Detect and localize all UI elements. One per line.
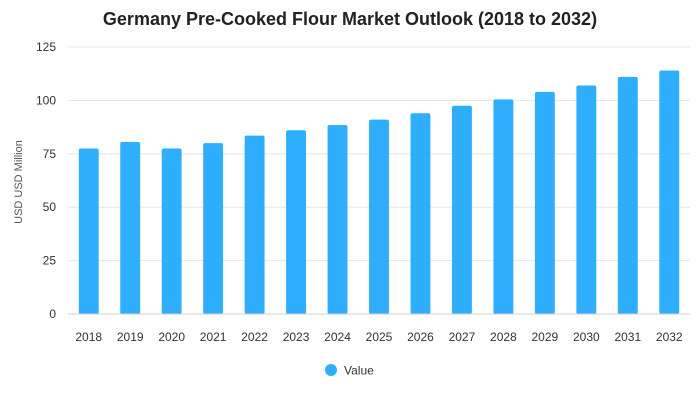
- y-tick-label: 75: [43, 147, 57, 161]
- x-tick-label: 2019: [117, 330, 144, 344]
- x-tick-label: 2032: [656, 330, 683, 344]
- legend: Value: [325, 364, 374, 378]
- x-axis-ticks: 2018 2019 2020 2021 2022 2023 2024 2025 2026 2027…: [75, 330, 683, 344]
- bar-2019: [120, 142, 141, 314]
- legend-label: Value: [344, 364, 374, 378]
- x-tick-label: 2018: [75, 330, 102, 344]
- bar-2021: [203, 143, 224, 314]
- bar-2022: [244, 135, 265, 314]
- x-tick-label: 2021: [200, 330, 227, 344]
- bar-2023: [286, 130, 307, 314]
- bar-2020: [161, 148, 182, 314]
- x-tick-label: 2029: [532, 330, 559, 344]
- bar-2024: [327, 124, 348, 315]
- y-tick-label: 25: [43, 254, 57, 268]
- x-tick-label: 2031: [614, 330, 641, 344]
- x-tick-label: 2024: [324, 330, 351, 344]
- y-tick-label: 50: [43, 200, 57, 214]
- bar-2031: [617, 76, 638, 315]
- x-tick-label: 2023: [283, 330, 310, 344]
- bar-2018: [78, 148, 99, 314]
- x-tick-label: 2026: [407, 330, 434, 344]
- y-tick-label: 0: [49, 307, 56, 321]
- y-axis-ticks: 0 25 50 75 100 125: [36, 40, 56, 321]
- x-tick-label: 2022: [241, 330, 268, 344]
- bar-2029: [534, 91, 555, 314]
- x-tick-label: 2030: [573, 330, 600, 344]
- chart-title: Germany Pre-Cooked Flour Market Outlook …: [103, 9, 597, 29]
- bars: [78, 70, 680, 315]
- bar-2032: [659, 70, 680, 314]
- legend-marker: [325, 364, 337, 376]
- bar-2028: [493, 99, 514, 314]
- bar-2025: [369, 119, 389, 315]
- y-tick-label: 125: [36, 40, 56, 54]
- x-tick-label: 2020: [158, 330, 185, 344]
- x-tick-label: 2028: [490, 330, 517, 344]
- x-tick-label: 2027: [449, 330, 476, 344]
- bar-2026: [410, 113, 431, 314]
- bar-2030: [576, 85, 597, 314]
- bar-2027: [451, 105, 472, 315]
- y-tick-label: 100: [36, 93, 56, 107]
- x-tick-label: 2025: [366, 330, 393, 344]
- y-axis-title: USD USD Million: [13, 140, 25, 224]
